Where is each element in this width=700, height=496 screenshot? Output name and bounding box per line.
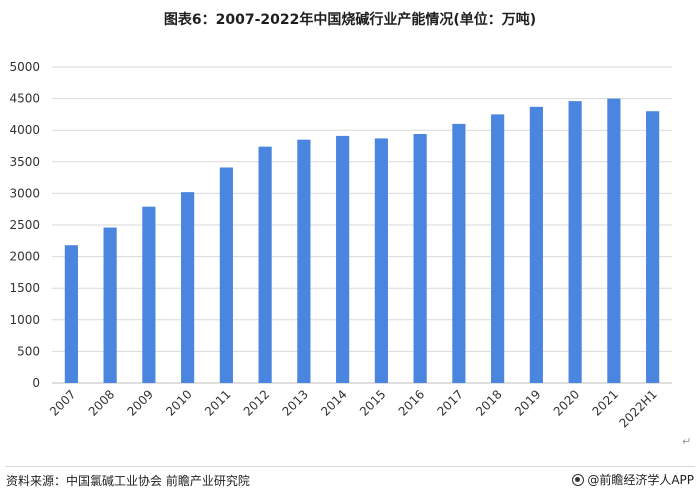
x-tick-label: 2022H1 xyxy=(616,387,659,430)
bar xyxy=(336,135,350,383)
x-tick-label: 2019 xyxy=(512,387,543,418)
bar xyxy=(491,114,505,384)
bar xyxy=(297,139,311,383)
x-tick-label: 2018 xyxy=(473,387,504,418)
y-tick-label: 5000 xyxy=(9,60,40,74)
brand-label: @前瞻经济学人APP xyxy=(572,471,694,488)
y-tick-label: 1000 xyxy=(9,313,40,327)
x-tick-label: 2016 xyxy=(396,387,427,418)
bar xyxy=(374,138,388,383)
bar xyxy=(103,227,117,383)
bar xyxy=(64,245,78,383)
x-tick-label: 2007 xyxy=(47,387,78,418)
footer-divider xyxy=(5,466,695,467)
y-tick-label: 4000 xyxy=(9,123,40,137)
return-mark: ↵ xyxy=(682,435,692,448)
bar xyxy=(529,106,543,383)
x-tick-label: 2021 xyxy=(589,387,620,418)
brand-text: @前瞻经济学人APP xyxy=(587,473,694,487)
x-tick-label: 2013 xyxy=(279,387,310,418)
x-tick-label: 2010 xyxy=(163,387,194,418)
bar xyxy=(413,133,427,383)
y-tick-label: 1500 xyxy=(9,281,40,295)
y-tick-label: 2000 xyxy=(9,250,40,264)
bar xyxy=(452,123,466,383)
y-tick-label: 4500 xyxy=(9,92,40,106)
x-tick-label: 2009 xyxy=(124,387,155,418)
source-note: 资料来源：中国氯碱工业协会 前瞻产业研究院 xyxy=(6,474,250,488)
brand-logo-icon xyxy=(572,473,585,486)
y-tick-label: 0 xyxy=(32,376,40,390)
y-tick-label: 3500 xyxy=(9,155,40,169)
x-tick-label: 2020 xyxy=(551,387,582,418)
bar xyxy=(219,167,233,383)
x-tick-label: 2014 xyxy=(318,387,349,418)
x-tick-label: 2017 xyxy=(434,387,465,418)
x-tick-label: 2015 xyxy=(357,387,388,418)
x-tick-label: 2008 xyxy=(86,387,117,418)
bar xyxy=(142,206,156,383)
y-tick-label: 2500 xyxy=(9,218,40,232)
y-tick-label: 3000 xyxy=(9,186,40,200)
x-tick-label: 2011 xyxy=(202,387,233,418)
bar xyxy=(181,192,195,383)
bar xyxy=(607,98,621,383)
bar xyxy=(646,111,660,384)
bar xyxy=(568,101,582,384)
bar-chart: 0 500 1000 1500 2000 2500 3000 3500 4000 4500 5000… xyxy=(9,60,672,430)
chart-title: 图表6：2007-2022年中国烧碱行业产能情况(单位：万吨) xyxy=(163,12,537,28)
x-tick-label: 2012 xyxy=(241,387,272,418)
y-tick-label: 500 xyxy=(17,344,40,358)
bar xyxy=(258,146,272,383)
